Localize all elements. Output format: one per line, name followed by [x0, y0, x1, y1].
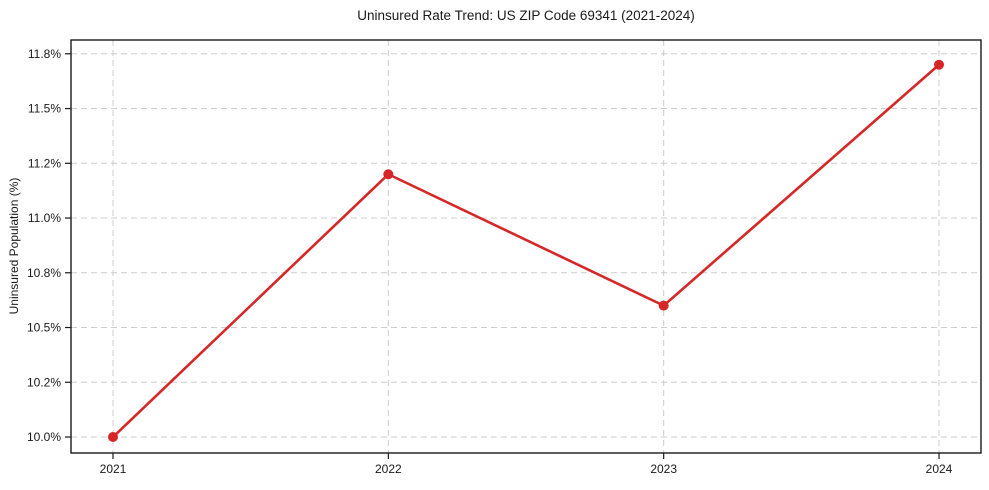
data-point [108, 432, 118, 443]
chart-title: Uninsured Rate Trend: US ZIP Code 69341 … [357, 8, 695, 23]
y-tick-label: 10.0% [27, 430, 61, 444]
series-line [111, 63, 941, 439]
plot-border [70, 39, 982, 454]
y-tick-label: 10.5% [27, 321, 61, 335]
x-tick-label: 2023 [650, 462, 677, 476]
y-tick-label: 11.8% [28, 47, 61, 61]
y-tick-label: 11.0% [28, 211, 61, 225]
x-tick-label: 2022 [375, 462, 402, 476]
y-tick-label: 10.8% [27, 266, 61, 280]
data-point [658, 300, 669, 311]
x-tick-label: 2021 [100, 462, 127, 476]
data-point [383, 169, 394, 180]
y-tick-label: 11.5% [28, 102, 61, 116]
y-tick-label: 10.2% [27, 375, 61, 389]
data-point [934, 59, 944, 70]
y-tick-label: 11.2% [28, 156, 61, 170]
x-tick-label: 2024 [926, 462, 953, 476]
